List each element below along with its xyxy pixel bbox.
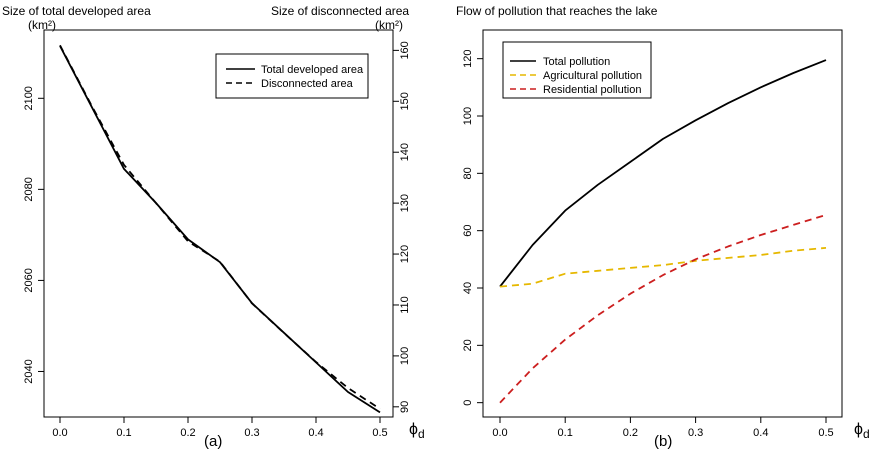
x-tick-label-b: 0.1 xyxy=(558,427,573,439)
series-line-residential-pollution xyxy=(499,214,827,404)
x-tick-label-a: 0.2 xyxy=(180,427,195,439)
y-tick-label-a-right: 140 xyxy=(399,143,411,161)
y-tick-label-b: 40 xyxy=(462,282,474,294)
x-axis-b: 0.0 0.1 0.2 0.3 0.4 0.5 xyxy=(492,417,834,439)
legend-b: Total pollution Agricultural pollution R… xyxy=(502,41,652,99)
right-axis-units: (km²) xyxy=(375,18,403,32)
right-y-axis-a: 90 100 110 120 130 140 150 160 xyxy=(393,41,411,413)
panel-label-b: (b) xyxy=(654,433,672,450)
y-tick-label-a-right: 130 xyxy=(399,194,411,212)
y-tick-label-a-left: 2060 xyxy=(23,268,35,292)
y-tick-label-a-right: 100 xyxy=(399,347,411,365)
legend-label-total-area: Total developed area xyxy=(261,64,364,76)
y-axis-b: 0 20 40 60 80 100 120 xyxy=(462,49,483,406)
y-tick-label-a-left: 2040 xyxy=(23,359,35,383)
x-tick-label-a: 0.1 xyxy=(116,427,131,439)
y-tick-label-b: 20 xyxy=(462,339,474,351)
x-axis-symbol-b: ϕd xyxy=(854,421,870,441)
legend-label-agricultural-pollution: Agricultural pollution xyxy=(543,70,642,82)
y-tick-label-a-right: 90 xyxy=(399,401,411,413)
x-axis-symbol-a: ϕd xyxy=(409,421,425,441)
left-axis-title: Size of total developed area xyxy=(2,4,151,18)
y-tick-label-b: 80 xyxy=(462,167,474,179)
y-tick-label-a-right: 120 xyxy=(399,245,411,263)
chart-title-b: Flow of pollution that reaches the lake xyxy=(456,4,658,18)
x-symbol-b: ϕ xyxy=(854,421,863,438)
x-tick-label-a: 0.0 xyxy=(52,427,67,439)
x-tick-label-b: 0.5 xyxy=(818,427,833,439)
legend-box-b xyxy=(502,41,652,99)
y-tick-label-b: 60 xyxy=(462,225,474,237)
left-axis-units: (km²) xyxy=(28,18,56,32)
legend-label-residential-pollution: Residential pollution xyxy=(543,84,641,96)
x-axis-a: 0.0 0.1 0.2 0.3 0.4 0.5 xyxy=(52,417,388,439)
x-tick-label-b: 0.3 xyxy=(688,427,703,439)
series-line-total-developed-area xyxy=(59,45,381,414)
x-subscript-b: d xyxy=(863,427,870,441)
legend-box-a xyxy=(215,53,369,99)
x-subscript-a: d xyxy=(418,427,425,441)
legend-label-disconnected-area: Disconnected area xyxy=(261,78,354,90)
legend-label-total-pollution: Total pollution xyxy=(543,56,610,68)
series-line-disconnected-area xyxy=(59,44,381,410)
series-lines-b xyxy=(499,59,827,404)
series-line-agricultural-pollution xyxy=(499,247,827,288)
y-tick-label-a-left: 2080 xyxy=(23,177,35,201)
plot-frame-b xyxy=(482,29,843,418)
x-tick-label-b: 0.4 xyxy=(753,427,768,439)
legend-a: Total developed area Disconnected area xyxy=(215,53,369,99)
x-tick-label-b: 0.2 xyxy=(623,427,638,439)
y-tick-label-b: 0 xyxy=(462,400,474,406)
y-tick-label-b: 100 xyxy=(462,107,474,125)
x-symbol-a: ϕ xyxy=(409,421,418,438)
y-tick-label-a-left: 2100 xyxy=(23,86,35,110)
y-tick-label-a-right: 160 xyxy=(399,41,411,59)
x-tick-label-b: 0.0 xyxy=(492,427,507,439)
series-lines-a xyxy=(59,44,381,414)
x-tick-label-a: 0.4 xyxy=(308,427,323,439)
panel-label-a: (a) xyxy=(204,433,222,450)
panel-b: Flow of pollution that reaches the lake … xyxy=(456,4,870,450)
x-tick-label-a: 0.3 xyxy=(244,427,259,439)
left-y-axis-a: 2040 2060 2080 2100 xyxy=(23,86,44,384)
y-tick-label-b: 120 xyxy=(462,49,474,67)
right-axis-title: Size of disconnected area xyxy=(271,4,409,18)
series-line-total-pollution xyxy=(499,59,827,288)
y-tick-label-a-right: 150 xyxy=(399,92,411,110)
y-tick-label-a-right: 110 xyxy=(399,296,411,314)
panel-a: Size of total developed area (km²) Size … xyxy=(2,4,425,450)
x-tick-label-a: 0.5 xyxy=(372,427,387,439)
plot-frame-a xyxy=(43,29,394,418)
